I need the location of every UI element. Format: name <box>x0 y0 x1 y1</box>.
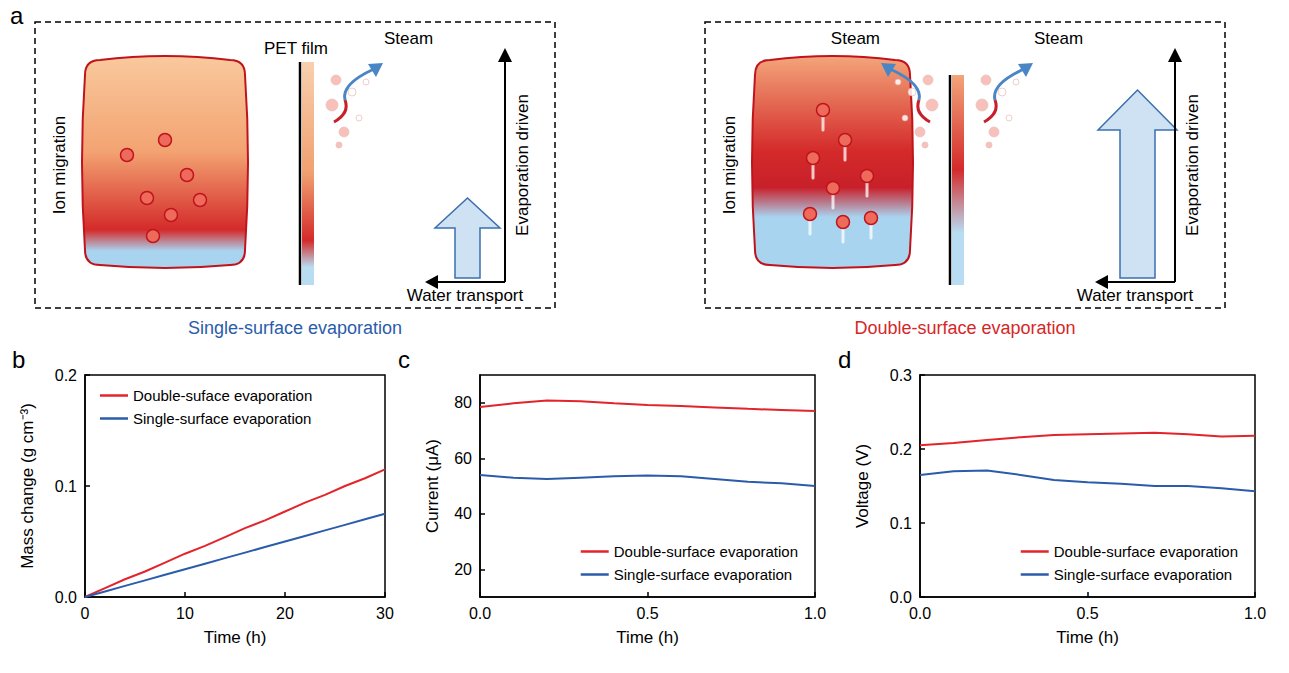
svg-text:40: 40 <box>454 505 472 522</box>
svg-text:Steam: Steam <box>1034 29 1083 48</box>
svg-text:Evaporation driven: Evaporation driven <box>1183 94 1202 236</box>
svg-text:Single-surface evaporation: Single-surface evaporation <box>133 410 311 427</box>
svg-text:Mass change (g cm⁻³): Mass change (g cm⁻³) <box>18 403 37 569</box>
svg-text:0.2: 0.2 <box>890 441 912 458</box>
svg-text:Water transport: Water transport <box>1077 286 1194 305</box>
svg-text:0: 0 <box>81 605 90 622</box>
svg-text:Voltage (V): Voltage (V) <box>853 444 872 528</box>
svg-text:Ion migration: Ion migration <box>50 116 69 214</box>
svg-text:60: 60 <box>454 450 472 467</box>
svg-text:Steam: Steam <box>831 29 880 48</box>
svg-text:1.0: 1.0 <box>804 605 826 622</box>
svg-text:0.0: 0.0 <box>55 589 77 606</box>
svg-text:0.0: 0.0 <box>890 589 912 606</box>
svg-text:Time (h): Time (h) <box>616 628 679 647</box>
svg-text:Time (h): Time (h) <box>1056 628 1119 647</box>
svg-text:10: 10 <box>176 605 194 622</box>
svg-text:0.3: 0.3 <box>890 367 912 384</box>
svg-text:Double-surface evaporation: Double-surface evaporation <box>854 318 1075 338</box>
svg-text:0.0: 0.0 <box>469 605 491 622</box>
svg-text:0.1: 0.1 <box>890 515 912 532</box>
svg-text:Evaporation driven: Evaporation driven <box>513 94 532 236</box>
svg-text:0.5: 0.5 <box>636 605 658 622</box>
svg-text:a: a <box>10 2 24 29</box>
svg-text:Single-surface evaporation: Single-surface evaporation <box>614 566 792 583</box>
svg-text:Time (h): Time (h) <box>204 628 267 647</box>
svg-text:Single-surface evaporation: Single-surface evaporation <box>1054 566 1232 583</box>
svg-text:0.5: 0.5 <box>1076 605 1098 622</box>
svg-text:80: 80 <box>454 394 472 411</box>
svg-text:30: 30 <box>376 605 394 622</box>
svg-text:0.1: 0.1 <box>55 478 77 495</box>
svg-text:0.0: 0.0 <box>909 605 931 622</box>
svg-text:1.0: 1.0 <box>1244 605 1266 622</box>
svg-text:Double-suface evaporation: Double-suface evaporation <box>133 387 312 404</box>
svg-text:Ion migration: Ion migration <box>720 116 739 214</box>
svg-text:Current (μA): Current (μA) <box>423 439 442 533</box>
svg-text:d: d <box>838 346 851 373</box>
svg-text:20: 20 <box>276 605 294 622</box>
svg-text:Single-surface evaporation: Single-surface evaporation <box>188 318 402 338</box>
svg-text:PET film: PET film <box>264 39 328 58</box>
svg-text:Double-surface evaporation: Double-surface evaporation <box>1054 543 1238 560</box>
svg-text:c: c <box>398 346 410 373</box>
svg-text:20: 20 <box>454 561 472 578</box>
svg-text:b: b <box>12 346 25 373</box>
svg-text:0.2: 0.2 <box>55 367 77 384</box>
svg-text:Steam: Steam <box>384 29 433 48</box>
svg-text:Water transport: Water transport <box>407 286 524 305</box>
svg-text:Double-surface evaporation: Double-surface evaporation <box>614 543 798 560</box>
